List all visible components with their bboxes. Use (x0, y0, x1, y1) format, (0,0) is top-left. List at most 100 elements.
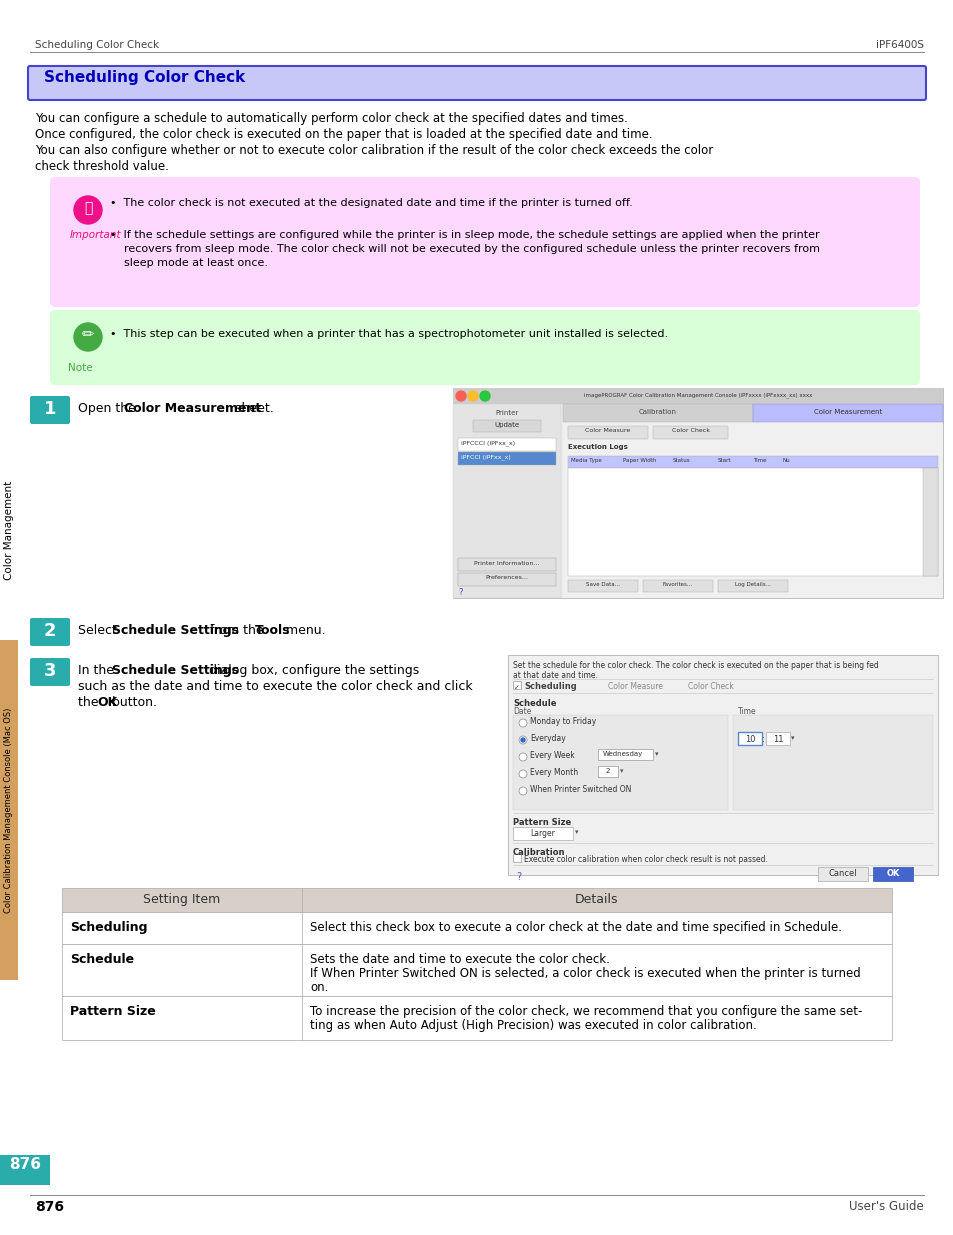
Text: Note: Note (68, 363, 92, 373)
Text: Color Check: Color Check (671, 429, 709, 433)
Text: Printer Information...: Printer Information... (474, 561, 539, 566)
Bar (457, 438, 556, 451)
Circle shape (518, 787, 526, 795)
Text: ▾: ▾ (575, 829, 578, 835)
Text: 876: 876 (9, 1157, 41, 1172)
Text: recovers from sleep mode. The color check will not be executed by the configured: recovers from sleep mode. The color chec… (110, 245, 820, 254)
Text: Preferences...: Preferences... (485, 576, 528, 580)
Text: ?: ? (516, 872, 520, 882)
Bar (513, 853, 520, 862)
Text: You can configure a schedule to automatically perform color check at the specifi: You can configure a schedule to automati… (35, 112, 627, 125)
Text: Execute color calibration when color check result is not passed.: Execute color calibration when color che… (523, 855, 767, 864)
FancyBboxPatch shape (50, 310, 919, 385)
Text: dialog box, configure the settings: dialog box, configure the settings (205, 664, 419, 677)
Bar (817, 867, 867, 881)
Text: Media Type: Media Type (571, 458, 601, 463)
Bar (562, 404, 942, 598)
Text: Schedule Settings: Schedule Settings (112, 624, 239, 637)
Text: Color Measurement: Color Measurement (124, 403, 261, 415)
Text: Calibration: Calibration (639, 409, 677, 415)
Text: Setting Item: Setting Item (143, 893, 220, 906)
Bar (567, 580, 638, 592)
Bar (732, 715, 932, 810)
Text: ▾: ▾ (790, 735, 794, 741)
Text: Log Details...: Log Details... (735, 582, 770, 587)
Bar (652, 426, 727, 438)
Text: User's Guide: User's Guide (848, 1200, 923, 1213)
Text: Everyday: Everyday (530, 734, 565, 743)
Text: Cancel: Cancel (828, 869, 857, 878)
Text: Pattern Size: Pattern Size (70, 1005, 155, 1018)
Text: Nu: Nu (782, 458, 790, 463)
Text: OK: OK (885, 869, 899, 878)
Text: •  The color check is not executed at the designated date and time if the printe: • The color check is not executed at the… (110, 198, 632, 207)
Bar (0, 1155, 50, 1186)
Text: To increase the precision of the color check, we recommend that you configure th: To increase the precision of the color c… (310, 1005, 862, 1018)
Text: You can also configure whether or not to execute color calibration if the result: You can also configure whether or not to… (35, 144, 713, 157)
Circle shape (518, 736, 526, 743)
Text: at that date and time.: at that date and time. (513, 671, 598, 680)
Text: Select this check box to execute a color check at the date and time specified in: Select this check box to execute a color… (310, 921, 841, 934)
Bar (0, 640, 18, 981)
Bar (62, 944, 891, 995)
Text: 3: 3 (44, 662, 56, 680)
Text: sleep mode at least once.: sleep mode at least once. (110, 258, 268, 268)
Bar (0, 430, 18, 630)
Text: ✋: ✋ (84, 201, 92, 215)
Text: iPFCCCI (iPFxx_x): iPFCCCI (iPFxx_x) (460, 440, 515, 446)
Text: 2: 2 (44, 622, 56, 640)
Text: Execution Logs: Execution Logs (567, 445, 627, 450)
Circle shape (518, 753, 526, 761)
Text: menu.: menu. (282, 624, 326, 637)
Text: on.: on. (310, 981, 328, 994)
Text: Color Measure: Color Measure (607, 682, 662, 692)
Text: Pattern Size: Pattern Size (513, 818, 571, 827)
Text: 10: 10 (744, 735, 755, 743)
Text: 11: 11 (772, 735, 782, 743)
Text: Update: Update (494, 422, 519, 429)
Text: Scheduling Color Check: Scheduling Color Check (44, 70, 245, 85)
Text: Larger: Larger (530, 829, 555, 839)
Bar (453, 388, 942, 598)
Text: Color Management: Color Management (4, 480, 14, 579)
Text: Monday to Friday: Monday to Friday (530, 718, 596, 726)
Text: Important: Important (70, 230, 121, 240)
Text: Scheduling Color Check: Scheduling Color Check (35, 40, 159, 49)
Bar (453, 388, 942, 404)
FancyBboxPatch shape (50, 177, 919, 308)
Bar (567, 468, 937, 576)
Text: •  If the schedule settings are configured while the printer is in sleep mode, t: • If the schedule settings are configure… (110, 230, 819, 240)
Bar (872, 867, 912, 881)
Text: ▾: ▾ (655, 751, 658, 757)
Circle shape (468, 391, 477, 401)
Text: Color Calibration Management Console (Mac OS): Color Calibration Management Console (Ma… (5, 708, 13, 913)
Text: ✏: ✏ (82, 327, 94, 342)
Text: ▾: ▾ (619, 768, 623, 774)
Bar (457, 573, 556, 585)
Text: Scheduling: Scheduling (523, 682, 577, 692)
Text: Schedule: Schedule (513, 699, 556, 708)
FancyBboxPatch shape (28, 65, 925, 100)
Circle shape (479, 391, 490, 401)
Text: Every Week: Every Week (530, 751, 574, 760)
Text: button.: button. (109, 697, 157, 709)
Text: Time: Time (752, 458, 765, 463)
FancyBboxPatch shape (30, 658, 70, 685)
Text: Every Month: Every Month (530, 768, 578, 777)
Circle shape (518, 769, 526, 778)
Text: Start: Start (718, 458, 731, 463)
Bar (718, 580, 787, 592)
Bar (562, 404, 752, 422)
Bar (473, 420, 540, 432)
Text: check threshold value.: check threshold value. (35, 161, 169, 173)
Bar (62, 888, 891, 911)
Bar (513, 715, 727, 810)
Bar (642, 580, 712, 592)
Text: 876: 876 (35, 1200, 64, 1214)
Text: Wednesday: Wednesday (602, 751, 642, 757)
Text: Scheduling: Scheduling (70, 921, 148, 934)
Text: Printer: Printer (495, 410, 518, 416)
Text: ✓: ✓ (514, 685, 519, 692)
Text: the: the (78, 697, 102, 709)
Text: Schedule: Schedule (70, 953, 134, 966)
